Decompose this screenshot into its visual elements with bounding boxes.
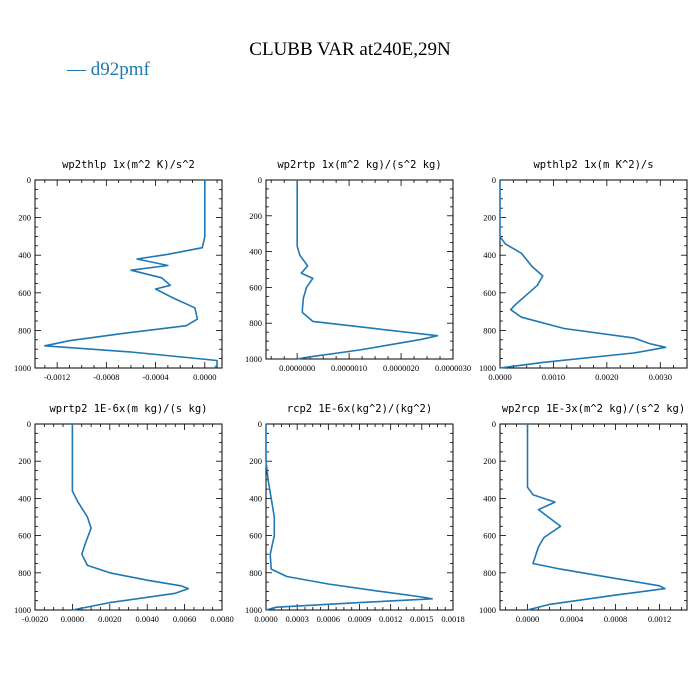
series-line-d92pmf <box>296 180 439 360</box>
x-tick-label: 0.0060 <box>173 614 196 624</box>
panel-3: wpthlp2 1x(m K^2)/s020040060080010000.00… <box>479 159 688 382</box>
x-tick-label: 0.0006 <box>317 614 340 624</box>
y-tick-label: 400 <box>249 493 262 503</box>
x-tick-label: 0.0000 <box>254 614 277 624</box>
y-tick-label: 800 <box>249 568 262 578</box>
y-tick-label: 400 <box>18 493 31 503</box>
x-tick-label: 0.0015 <box>410 614 433 624</box>
y-tick-label: 0 <box>27 419 31 429</box>
panel-6: wp2rcp 1E-3x(m^2 kg)/(s^2 kg) 0 200 400 600 8… <box>479 403 688 624</box>
axis-frame <box>34 179 223 369</box>
y-tick-label: 800 <box>18 325 31 335</box>
y-tick-label: 800 <box>249 318 262 328</box>
x-tick-label: -0.0012 <box>44 372 70 382</box>
y-tick-label: 600 <box>249 282 262 292</box>
x-tick-label: 0.0000 <box>193 372 216 382</box>
series-line-d92pmf <box>265 424 433 611</box>
y-tick-label: 600 <box>483 531 496 541</box>
y-tick-label: 0 <box>27 175 31 185</box>
x-tick-label: 0.0018 <box>441 614 464 624</box>
y-tick-label: 200 <box>18 456 31 466</box>
x-tick-label: 0.0000030 <box>435 363 471 373</box>
x-tick-label: -0.0004 <box>142 372 169 382</box>
y-tick-label: 0 <box>492 419 496 429</box>
legend-entry: — d92pmf <box>66 59 151 80</box>
y-tick-label: 400 <box>483 493 496 503</box>
y-tick-label: 600 <box>18 288 31 298</box>
y-tick-label: 1000 <box>479 605 496 615</box>
x-tick-label: 0.0000010 <box>331 363 367 373</box>
y-tick-label: 200 <box>18 213 31 223</box>
chart-title: CLUBB VAR at240E,29N <box>249 39 451 60</box>
x-tick-label: 0.0010 <box>542 372 565 382</box>
y-tick-label: 0 <box>258 175 262 185</box>
panel-title: wp2rcp 1E-3x(m^2 kg)/(s^2 kg) <box>502 403 685 415</box>
x-tick-label: -0.0020 <box>22 614 48 624</box>
panel-5: rcp2 1E-6x(kg^2)/(kg^2) 0 200 400 600 800 1000… <box>245 403 465 624</box>
panel-2: wp2rtp 1x(m^2 kg)/(s^2 kg) 0 200 400 600 800 1… <box>245 159 471 373</box>
x-tick-label: 0.0020 <box>98 614 121 624</box>
x-tick-label: 0.0030 <box>649 372 672 382</box>
y-tick-label: 200 <box>483 456 496 466</box>
axis-frame <box>499 179 688 369</box>
x-tick-label: 0.0008 <box>604 614 627 624</box>
panel-1: wp2thlp 1x(m^2 K)/s^2 0 200 400 600 800 1000 -0… <box>14 159 223 382</box>
x-tick-label: 0.0080 <box>210 614 233 624</box>
axis-frame <box>265 423 454 611</box>
x-tick-label: 0.0040 <box>136 614 159 624</box>
panels: wp2thlp 1x(m^2 K)/s^202004006008001000-0… <box>14 159 688 624</box>
panel-title: rcp2 1E-6x(kg^2)/(kg^2) <box>287 403 432 415</box>
panel-title: wp2thlp 1x(m^2 K)/s^2 <box>62 159 195 171</box>
y-tick-label: 800 <box>18 568 31 578</box>
series-line-d92pmf <box>44 180 218 369</box>
series-line-d92pmf <box>71 424 190 611</box>
y-tick-label: 600 <box>249 531 262 541</box>
axis-frame <box>265 179 454 360</box>
panel-title: wprtp2 1E-6x(m kg)/(s kg) <box>49 403 207 415</box>
y-tick-label: 0 <box>492 175 496 185</box>
y-tick-label: 200 <box>249 456 262 466</box>
panel-title: wpthlp2 1x(m K^2)/s <box>533 159 653 171</box>
x-tick-label: 0.0000 <box>488 372 511 382</box>
y-tick-label: 800 <box>483 325 496 335</box>
y-tick-label: 600 <box>483 288 496 298</box>
x-tick-label: 0.0000 <box>516 614 539 624</box>
series-line-d92pmf <box>526 424 666 611</box>
x-tick-label: 0.0000 <box>61 614 84 624</box>
x-tick-label: -0.0008 <box>93 372 119 382</box>
y-tick-label: 1000 <box>479 363 496 373</box>
y-tick-label: 1000 <box>245 605 262 615</box>
y-tick-label: 1000 <box>245 354 262 364</box>
x-tick-label: 0.0012 <box>379 614 402 624</box>
x-tick-label: 0.0009 <box>348 614 371 624</box>
x-tick-label: 0.0012 <box>648 614 671 624</box>
y-tick-label: 400 <box>18 250 31 260</box>
y-tick-label: 400 <box>483 250 496 260</box>
x-tick-label: 0.0000000 <box>279 363 315 373</box>
panel-title: wp2rtp 1x(m^2 kg)/(s^2 kg) <box>277 159 441 171</box>
x-tick-label: 0.0004 <box>560 614 584 624</box>
y-tick-label: 400 <box>249 247 262 257</box>
y-tick-label: 600 <box>18 531 31 541</box>
x-tick-label: 0.0000020 <box>383 363 419 373</box>
y-tick-label: 200 <box>249 211 262 221</box>
y-tick-label: 1000 <box>14 363 31 373</box>
axis-frame <box>34 423 223 611</box>
y-tick-label: 0 <box>258 419 262 429</box>
y-tick-label: 200 <box>483 213 496 223</box>
series-line-d92pmf <box>499 180 667 369</box>
x-tick-label: 0.0003 <box>285 614 308 624</box>
x-tick-label: 0.0020 <box>595 372 618 382</box>
panel-4: wprtp2 1E-6x(m kg)/(s kg) 0 200 400 600 800 10… <box>14 403 234 624</box>
y-tick-label: 1000 <box>14 605 31 615</box>
y-tick-label: 800 <box>483 568 496 578</box>
